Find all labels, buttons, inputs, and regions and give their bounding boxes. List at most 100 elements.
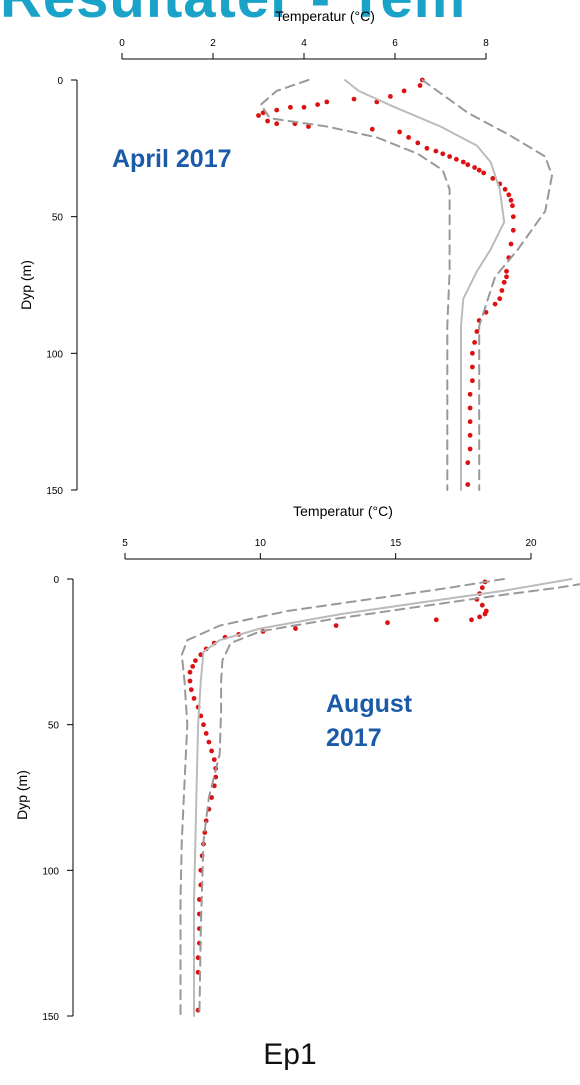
y-tick-label: 150 <box>42 1012 59 1023</box>
upper-bound-line <box>198 583 580 1017</box>
observed-point <box>470 378 475 384</box>
lower-bound-line <box>179 578 505 1017</box>
y-tick-label: 100 <box>46 349 63 360</box>
observed-point <box>274 107 280 113</box>
observed-point <box>467 446 473 452</box>
observed-point <box>469 617 474 623</box>
x-tick-label: 6 <box>392 38 398 49</box>
observed-point <box>476 167 482 173</box>
observed-point <box>351 96 357 102</box>
observed-point <box>508 241 514 247</box>
observed-point <box>293 626 298 631</box>
observed-point <box>187 669 193 675</box>
observed-point <box>406 135 411 140</box>
observed-point <box>401 88 407 94</box>
y-tick-label: 150 <box>46 486 63 497</box>
observed-point <box>472 165 477 170</box>
observed-point <box>499 288 505 293</box>
observed-point <box>211 757 217 762</box>
observed-point <box>195 955 201 961</box>
observed-point <box>301 104 307 110</box>
observed-point <box>501 279 507 285</box>
x-axis-label: Temperatur (°C) <box>275 8 375 24</box>
observed-point <box>504 268 509 274</box>
observed-point <box>479 602 485 608</box>
observed-point <box>256 113 261 118</box>
x-axis-label: Temperatur (°C) <box>293 503 393 519</box>
y-tick-label: 100 <box>42 866 59 877</box>
observed-point <box>265 118 270 124</box>
observed-point <box>306 124 311 129</box>
observed-point <box>467 432 473 438</box>
observed-point <box>497 296 503 302</box>
observed-point <box>274 121 280 127</box>
observed-point <box>454 156 459 162</box>
observed-point <box>197 897 202 902</box>
observed-point <box>188 687 194 693</box>
observed-point <box>190 664 196 669</box>
chart-1: 0 2 4 6 8 Temperatur (°C) 0 50 100 150 Dyp (m) Apri… <box>18 8 553 497</box>
observed-point <box>474 329 480 334</box>
period-annotation: 2017 <box>326 724 382 752</box>
y-tick-label: 50 <box>52 213 64 224</box>
observed-point <box>201 722 206 728</box>
page-title: Resultater - Tem <box>0 0 580 31</box>
observed-point <box>191 696 197 701</box>
observed-point <box>447 154 452 159</box>
observed-point <box>467 391 473 397</box>
upper-bound-line <box>421 79 553 491</box>
y-axis-label: Dyp (m) <box>14 770 30 820</box>
lower-bound-line <box>259 79 451 491</box>
observed-point <box>502 186 508 192</box>
observed-point <box>479 585 485 591</box>
observed-point <box>510 227 516 233</box>
x-tick-label: 4 <box>301 38 307 49</box>
chart-2: 5 10 15 20 Temperatur (°C) 0 50 100 150 Dyp (m) Au… <box>14 503 580 1023</box>
observed-point <box>467 419 473 425</box>
observed-point <box>481 170 487 176</box>
y-axis-label: Dyp (m) <box>18 260 34 310</box>
y-tick-label: 50 <box>48 721 60 732</box>
observed-point <box>417 83 423 88</box>
observed-point <box>433 148 439 154</box>
observed-point <box>187 678 193 684</box>
observed-point <box>388 94 393 99</box>
observed-point <box>510 203 515 209</box>
x-tick-label: 15 <box>390 538 402 549</box>
observed-point <box>460 159 466 165</box>
observed-point <box>470 350 475 356</box>
observed-point <box>472 340 477 345</box>
observed-point <box>288 104 293 110</box>
mean-line <box>193 578 573 1017</box>
period-annotation: April 2017 <box>112 145 232 173</box>
x-tick-label: 0 <box>119 38 125 49</box>
observed-point <box>465 482 471 487</box>
observed-point <box>465 460 471 466</box>
observed-point <box>440 151 446 157</box>
x-tick-label: 2 <box>210 38 216 49</box>
x-tick-label: 5 <box>122 538 128 549</box>
period-annotation: August <box>326 690 413 718</box>
observed-point <box>470 364 475 370</box>
observed-point <box>333 623 339 628</box>
y-tick-label: 0 <box>53 575 59 586</box>
observed-point <box>369 126 375 132</box>
observed-point <box>397 129 402 135</box>
observed-point <box>492 301 498 307</box>
observed-point <box>433 617 439 623</box>
observed-point <box>198 652 204 658</box>
observed-point <box>504 274 509 280</box>
y-tick-label: 0 <box>57 76 63 87</box>
observed-point <box>209 795 215 800</box>
observed-point <box>510 214 516 220</box>
x-tick-label: 8 <box>483 38 489 49</box>
observed-point <box>506 192 512 198</box>
x-tick-label: 10 <box>255 538 267 549</box>
observed-point <box>202 830 208 835</box>
observed-point <box>193 658 198 663</box>
observed-point <box>385 620 390 626</box>
observed-point <box>467 405 473 411</box>
observed-point <box>415 140 421 146</box>
observed-point <box>324 99 330 105</box>
